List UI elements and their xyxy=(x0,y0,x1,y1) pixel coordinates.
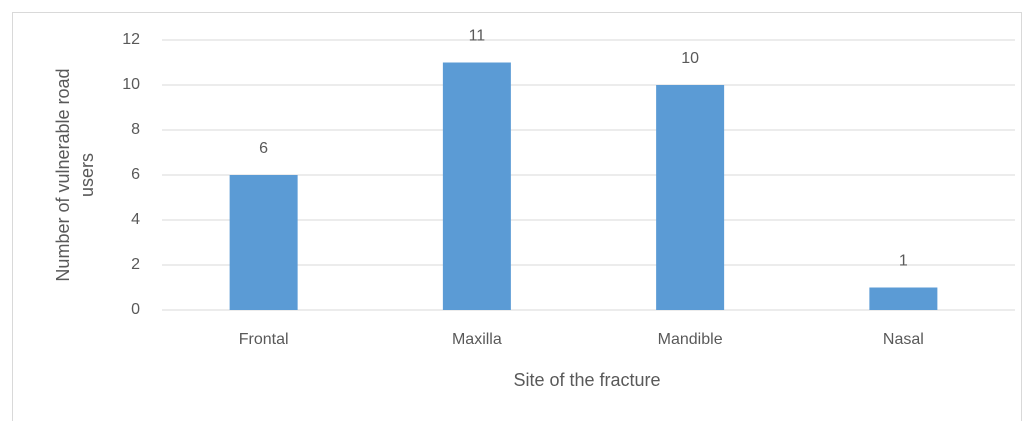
y-axis-title: Number of vulnerable road users xyxy=(53,68,97,281)
y-tick-label: 4 xyxy=(131,211,140,228)
data-label: 11 xyxy=(469,28,486,45)
x-tick-label: Nasal xyxy=(883,331,924,348)
x-axis-title: Site of the fracture xyxy=(513,370,660,390)
y-tick-label: 10 xyxy=(122,76,140,93)
y-tick-label: 12 xyxy=(122,31,140,48)
x-tick-label: Frontal xyxy=(239,331,289,348)
data-label: 6 xyxy=(259,140,268,157)
bar xyxy=(656,85,725,310)
y-tick-label: 2 xyxy=(131,256,140,273)
bar xyxy=(869,287,938,310)
data-label: 1 xyxy=(899,253,908,270)
y-tick-label: 0 xyxy=(131,301,140,318)
data-label: 10 xyxy=(681,50,699,67)
y-tick-label: 6 xyxy=(131,166,140,183)
bar xyxy=(442,62,511,310)
bar xyxy=(229,175,298,310)
y-tick-label: 8 xyxy=(131,121,140,138)
x-tick-label: Maxilla xyxy=(452,331,502,348)
x-tick-label: Mandible xyxy=(658,331,723,348)
chart-border xyxy=(12,12,1022,421)
